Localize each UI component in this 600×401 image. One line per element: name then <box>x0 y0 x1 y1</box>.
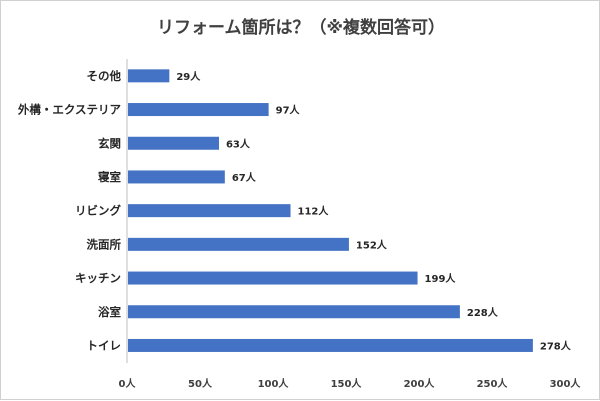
bar <box>128 136 219 150</box>
x-tick-label: 50人 <box>188 377 213 390</box>
data-label: 97人 <box>276 104 301 117</box>
data-label: 29人 <box>176 70 201 83</box>
x-tick-label: 250人 <box>477 377 509 390</box>
x-tick-label: 300人 <box>550 377 582 390</box>
bar <box>128 271 418 285</box>
data-label: 228人 <box>467 306 499 319</box>
bar <box>128 170 225 184</box>
bar <box>128 103 269 117</box>
bar <box>128 204 291 218</box>
category-label: リビング <box>75 204 121 218</box>
category-label: キッチン <box>75 271 121 285</box>
category-label: トイレ <box>87 338 122 352</box>
data-label: 152人 <box>356 238 388 251</box>
x-tick-label: 150人 <box>331 377 363 390</box>
category-label: その他 <box>87 69 122 83</box>
x-tick-label: 100人 <box>258 377 290 390</box>
bar <box>128 237 349 251</box>
data-label: 112人 <box>298 205 330 218</box>
category-label: 外構・エクステリア <box>17 103 122 117</box>
x-tick-label: 0人 <box>119 377 137 390</box>
category-label: 浴室 <box>98 305 121 319</box>
data-label: 278人 <box>540 339 572 352</box>
bar <box>128 338 533 352</box>
data-label: 199人 <box>425 272 457 285</box>
category-label: 洗面所 <box>87 237 122 251</box>
bar <box>128 305 460 319</box>
data-label: 63人 <box>226 137 251 150</box>
category-label: 玄関 <box>98 136 121 150</box>
chart-title: リフォーム箇所は？（※複数回答可） <box>157 17 445 38</box>
data-label: 67人 <box>232 171 257 184</box>
bar <box>128 69 170 83</box>
category-label: 寝室 <box>98 170 121 184</box>
x-tick-label: 200人 <box>404 377 436 390</box>
